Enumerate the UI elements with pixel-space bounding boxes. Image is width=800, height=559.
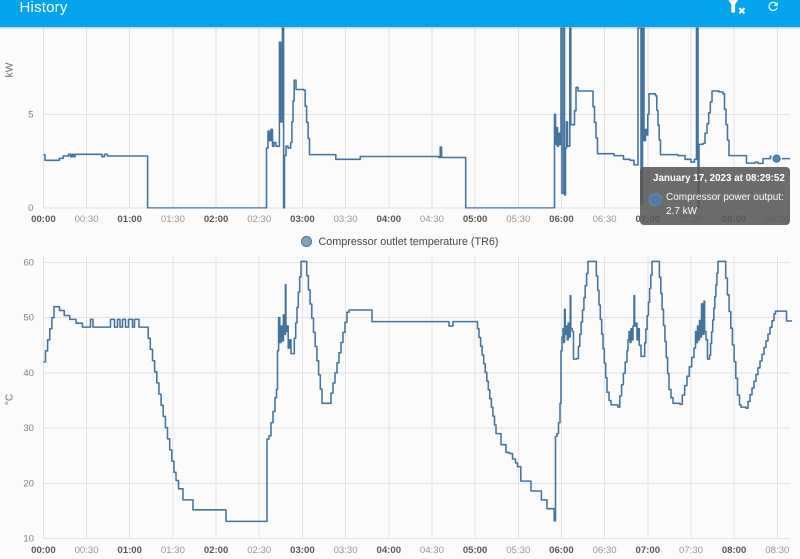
svg-text:06:30: 06:30 bbox=[593, 545, 617, 556]
svg-text:°C: °C bbox=[5, 394, 16, 405]
svg-text:02:00: 02:00 bbox=[204, 545, 229, 556]
svg-text:04:30: 04:30 bbox=[420, 545, 444, 556]
svg-text:06:00: 06:00 bbox=[549, 545, 574, 556]
svg-text:02:30: 02:30 bbox=[247, 545, 271, 556]
svg-text:07:30: 07:30 bbox=[679, 545, 703, 556]
svg-text:05:00: 05:00 bbox=[463, 545, 488, 556]
svg-text:07:00: 07:00 bbox=[636, 545, 661, 556]
svg-text:30: 30 bbox=[23, 423, 34, 434]
svg-text:02:30: 02:30 bbox=[247, 214, 271, 225]
svg-text:00:30: 00:30 bbox=[75, 545, 99, 556]
svg-text:0: 0 bbox=[28, 203, 33, 214]
svg-text:05:30: 05:30 bbox=[506, 545, 530, 556]
svg-text:10: 10 bbox=[23, 534, 34, 545]
svg-text:01:00: 01:00 bbox=[117, 214, 142, 225]
svg-text:20: 20 bbox=[23, 478, 34, 489]
svg-text:04:30: 04:30 bbox=[420, 214, 444, 225]
svg-text:01:00: 01:00 bbox=[117, 545, 142, 556]
svg-text:00:30: 00:30 bbox=[75, 214, 99, 225]
svg-text:04:00: 04:00 bbox=[377, 545, 402, 556]
svg-text:03:30: 03:30 bbox=[334, 545, 358, 556]
svg-text:5: 5 bbox=[28, 109, 33, 120]
svg-text:08:30: 08:30 bbox=[765, 545, 789, 556]
svg-text:06:00: 06:00 bbox=[549, 214, 574, 225]
svg-text:03:00: 03:00 bbox=[290, 545, 315, 556]
svg-text:05:30: 05:30 bbox=[506, 214, 530, 225]
svg-text:05:00: 05:00 bbox=[463, 214, 488, 225]
svg-text:50: 50 bbox=[23, 313, 34, 324]
svg-text:04:00: 04:00 bbox=[377, 214, 402, 225]
svg-text:01:30: 01:30 bbox=[161, 545, 185, 556]
svg-text:60: 60 bbox=[23, 258, 34, 269]
svg-text:00:00: 00:00 bbox=[31, 545, 56, 556]
svg-text:01:30: 01:30 bbox=[161, 214, 185, 225]
svg-text:03:00: 03:00 bbox=[290, 214, 315, 225]
svg-text:02:00: 02:00 bbox=[204, 214, 229, 225]
svg-text:06:30: 06:30 bbox=[593, 214, 617, 225]
svg-text:40: 40 bbox=[23, 368, 34, 379]
svg-text:03:30: 03:30 bbox=[334, 214, 358, 225]
svg-text:00:00: 00:00 bbox=[31, 214, 56, 225]
svg-text:kW: kW bbox=[5, 62, 16, 77]
svg-text:08:00: 08:00 bbox=[722, 545, 747, 556]
